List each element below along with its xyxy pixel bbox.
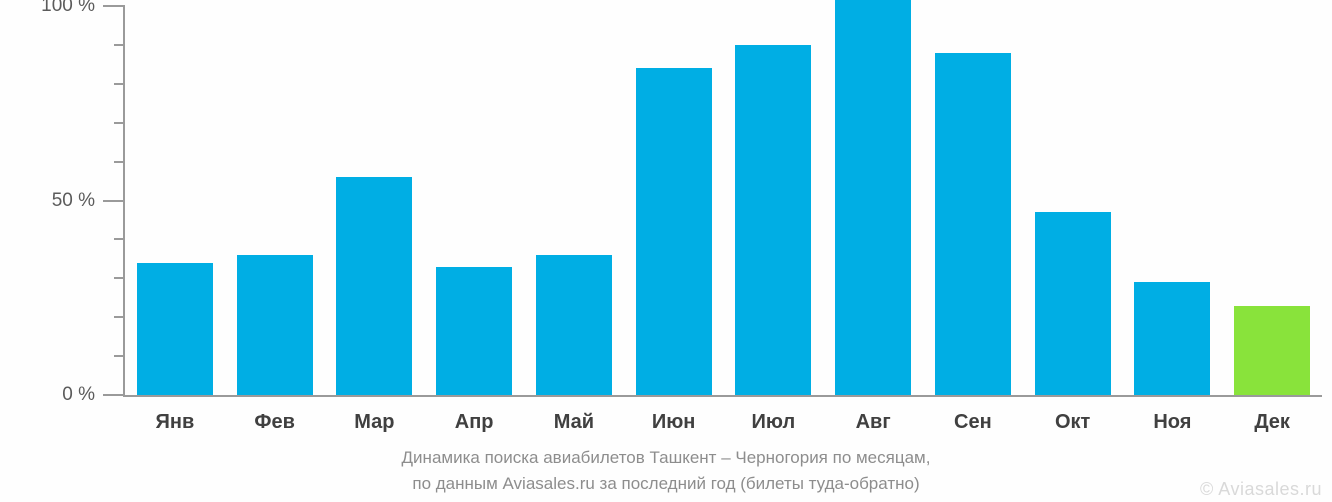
y-axis-label: 50 % (0, 190, 95, 212)
x-axis-label: Фев (254, 411, 295, 434)
bar-slot: Авг (823, 6, 923, 395)
x-axis-label: Июл (752, 411, 796, 434)
x-axis-label: Сен (954, 411, 992, 434)
x-axis-label: Апр (455, 411, 494, 434)
caption-line-2: по данным Aviasales.ru за последний год … (0, 474, 1332, 494)
x-axis-label: Май (554, 411, 594, 434)
y-axis-label: 0 % (0, 384, 95, 406)
bar-slot: Дек (1222, 6, 1322, 395)
y-axis-label: 100 % (0, 0, 95, 17)
bar-slot: Май (524, 6, 624, 395)
bar (1134, 282, 1210, 395)
bar (336, 177, 412, 395)
x-axis-label: Ноя (1153, 411, 1191, 434)
plot-area: ЯнвФевМарАпрМайИюнИюлАвгСенОктНояДек (125, 6, 1322, 395)
bar (1035, 212, 1111, 395)
y-tick-major (103, 5, 125, 7)
bar (1234, 306, 1310, 395)
bar-slot: Июл (724, 6, 824, 395)
bar-slot: Июн (624, 6, 724, 395)
y-tick-major (103, 394, 125, 396)
chart-container: ЯнвФевМарАпрМайИюнИюлАвгСенОктНояДек 0 %… (0, 0, 1332, 502)
x-axis-label: Мар (354, 411, 394, 434)
x-axis-label: Июн (652, 411, 696, 434)
bars-group: ЯнвФевМарАпрМайИюнИюлАвгСенОктНояДек (125, 6, 1322, 395)
bar (835, 0, 911, 395)
x-axis-label: Дек (1254, 411, 1290, 434)
bar-slot: Окт (1023, 6, 1123, 395)
bar-slot: Ноя (1123, 6, 1223, 395)
bar (536, 255, 612, 395)
bar-slot: Мар (325, 6, 425, 395)
watermark: © Aviasales.ru (1200, 479, 1322, 500)
bar-slot: Сен (923, 6, 1023, 395)
x-axis-label: Янв (156, 411, 195, 434)
bar (237, 255, 313, 395)
bar-slot: Фев (225, 6, 325, 395)
bar (436, 267, 512, 395)
x-axis-line (125, 395, 1322, 397)
bar-slot: Янв (125, 6, 225, 395)
caption-line-1: Динамика поиска авиабилетов Ташкент – Че… (0, 448, 1332, 468)
bar-slot: Апр (424, 6, 524, 395)
x-axis-label: Авг (856, 411, 891, 434)
x-axis-label: Окт (1055, 411, 1090, 434)
bar (137, 263, 213, 395)
bar (735, 45, 811, 395)
y-axis-line (123, 6, 125, 397)
bar (636, 68, 712, 395)
y-tick-major (103, 200, 125, 202)
bar (935, 53, 1011, 395)
